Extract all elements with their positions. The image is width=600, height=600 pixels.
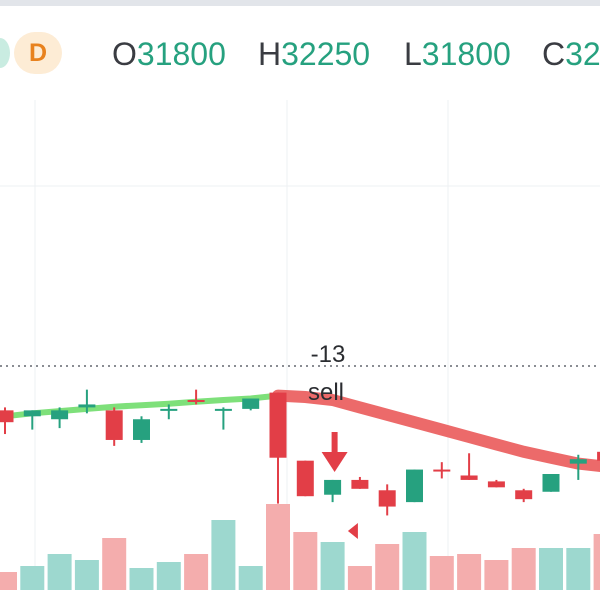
candle [515, 488, 533, 503]
low-readout: L31800 [404, 34, 511, 74]
volume-bar [347, 566, 372, 590]
candle-body [133, 419, 150, 440]
candle-body [269, 392, 287, 458]
candle [324, 479, 342, 503]
ma-falling [272, 389, 600, 473]
candle-body [296, 460, 314, 497]
candle [378, 484, 396, 516]
volume-bar [129, 568, 154, 590]
candle [133, 416, 150, 443]
volume-bar [539, 548, 563, 590]
symbol-status-icon[interactable] [0, 38, 10, 68]
volume-bar [375, 544, 400, 590]
volume-bar [320, 542, 345, 590]
candle [242, 398, 260, 411]
sell-arrow-shaft [331, 432, 338, 452]
high-label: H [258, 36, 282, 72]
candle [433, 462, 451, 479]
chart-grid [0, 100, 600, 590]
volume-bar [484, 560, 509, 590]
moving-average-ribbon [2, 389, 600, 473]
open-label: O [112, 36, 137, 72]
signal-label: sell [308, 379, 344, 406]
candle [351, 476, 369, 489]
close-readout: C32 [542, 34, 600, 74]
candle-body [51, 410, 69, 420]
top-border [0, 0, 600, 6]
candle [0, 407, 14, 435]
open-value: 31800 [136, 36, 226, 72]
ma-rising [2, 392, 281, 420]
candle-body [105, 410, 123, 440]
candle [542, 474, 560, 492]
candle [460, 453, 478, 480]
volume-bar [238, 566, 263, 590]
volume-bar [156, 562, 181, 590]
open-readout: O31800 [112, 34, 226, 74]
candle-body [160, 408, 178, 411]
volume-bar [293, 532, 318, 590]
candle-body [242, 398, 260, 409]
volume-bar [74, 560, 99, 590]
volume-bar [511, 548, 536, 590]
candle-body [515, 490, 533, 500]
signal-value: -13 [311, 341, 346, 368]
candle [214, 407, 232, 430]
volume-bar [566, 548, 591, 590]
candle [23, 410, 41, 430]
candle-body [542, 474, 560, 492]
signal-markers [321, 432, 358, 539]
low-label: L [404, 36, 422, 72]
candle-body [569, 459, 587, 464]
volume-bar [402, 532, 427, 590]
candle-body [351, 479, 369, 489]
candle [597, 451, 600, 461]
high-readout: H32250 [258, 34, 370, 74]
volume-bar [266, 504, 290, 590]
candle [569, 454, 587, 480]
candle [406, 469, 423, 503]
candle [269, 392, 287, 504]
volume-bar [429, 556, 454, 590]
candle-body [487, 481, 505, 488]
marker-pointer-icon [347, 523, 358, 539]
candle-body [0, 410, 14, 423]
candle [160, 404, 178, 420]
candles[interactable] [0, 389, 600, 516]
candle-body [78, 404, 96, 408]
candle-body [378, 490, 396, 507]
sell-arrow-icon [321, 452, 348, 472]
volume-bar [211, 520, 236, 590]
interval-badge[interactable]: D [14, 32, 62, 74]
close-label: C [542, 36, 566, 72]
candle [487, 479, 505, 488]
candle-body [324, 479, 342, 495]
candle [296, 460, 314, 497]
ohlc-legend: D O31800 H32250 L31800 C32 [0, 22, 600, 84]
candle [187, 389, 205, 405]
volume-bar [0, 572, 17, 590]
candle-body [460, 475, 478, 480]
candle [105, 407, 123, 446]
candle-body [23, 410, 41, 417]
high-value: 32250 [281, 36, 371, 72]
candle [51, 407, 69, 429]
volume-bar [102, 538, 127, 590]
candle-body [597, 451, 600, 461]
low-value: 31800 [421, 36, 511, 72]
volume-bar [47, 554, 72, 590]
candle-body [214, 408, 232, 411]
candle-body [433, 469, 451, 472]
candle-body [406, 469, 423, 503]
candle [78, 389, 96, 414]
volume-bar [593, 534, 600, 590]
volume-bar [184, 554, 209, 590]
close-value: 32 [565, 36, 600, 72]
volume-bar [20, 566, 45, 590]
candle-body [187, 400, 205, 402]
volume-bar [457, 554, 482, 590]
volume-bars [0, 504, 600, 590]
